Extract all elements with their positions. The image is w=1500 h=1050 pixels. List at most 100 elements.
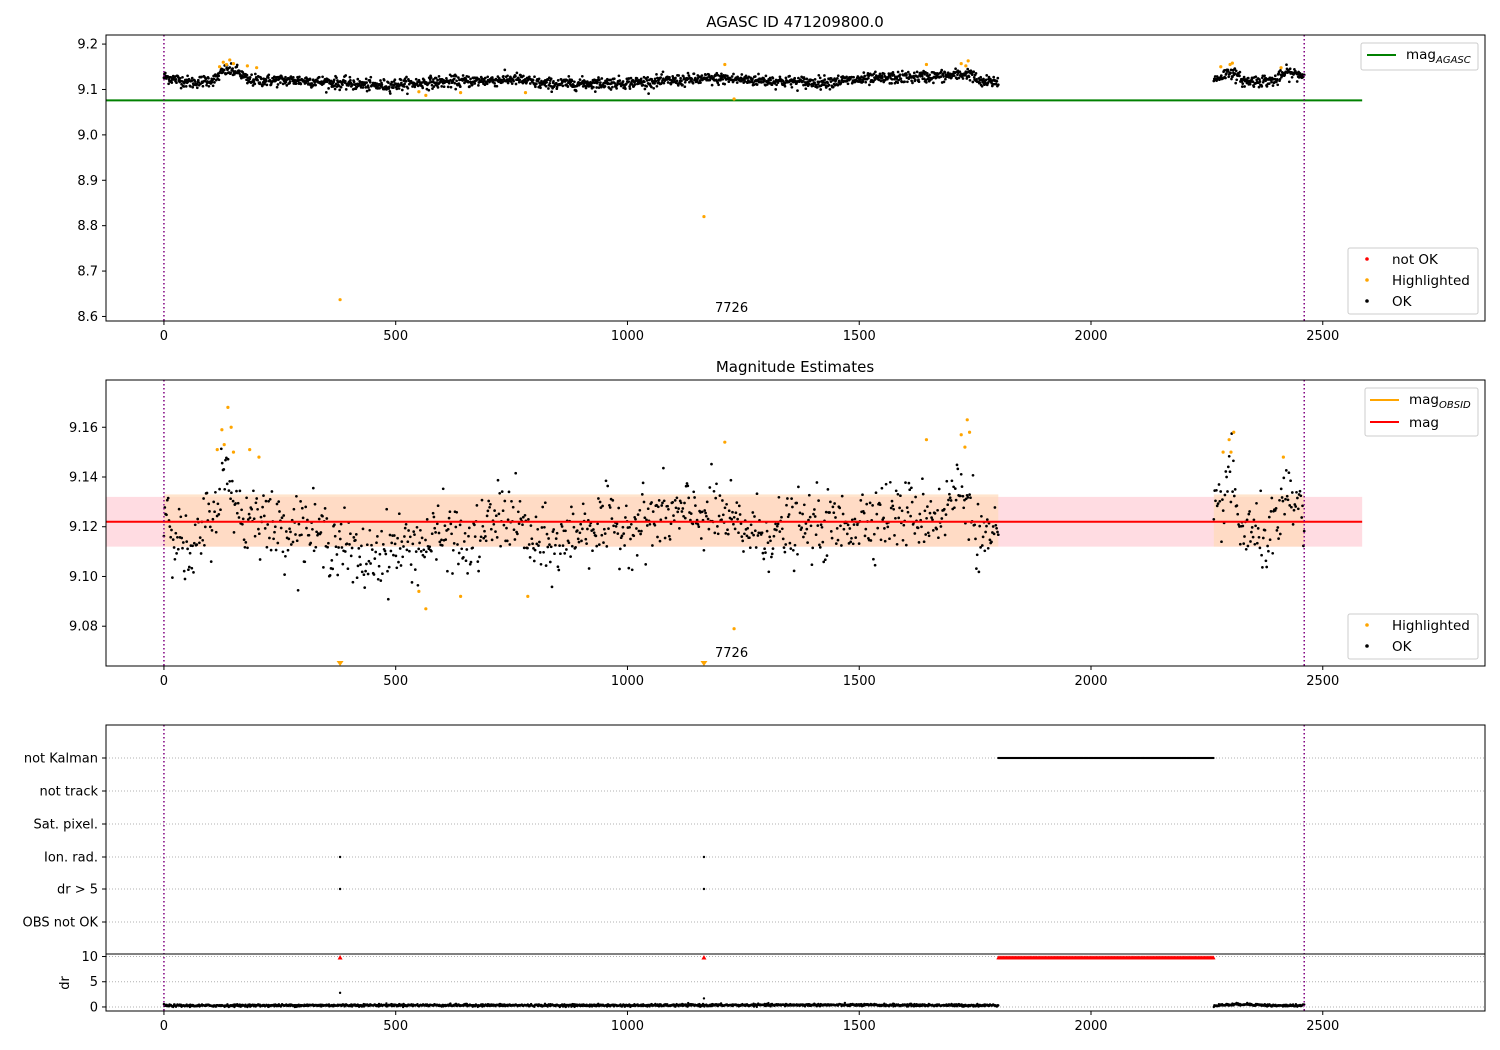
- p2-ok-point: [479, 535, 483, 539]
- p2-ok-point: [541, 505, 545, 509]
- p2-ok-point: [933, 512, 937, 515]
- p1-ok-point: [561, 84, 565, 88]
- p1-ok-point: [275, 85, 279, 89]
- p2-ok-point: [669, 522, 673, 526]
- p2-ok-point: [1214, 499, 1217, 503]
- p1-highlighted-point: [1230, 61, 1234, 65]
- p2-ok-point: [691, 522, 695, 526]
- p2-ok-point: [548, 560, 552, 564]
- p2-ok-point: [530, 537, 534, 541]
- p1-ok-point: [229, 62, 233, 65]
- p2-ok-point: [202, 497, 205, 500]
- p2-ok-point: [169, 535, 173, 539]
- p2-ok-point: [894, 516, 897, 520]
- p1-ok-point: [650, 78, 654, 81]
- p1-ok-point: [181, 75, 184, 79]
- p1-ok-point: [503, 68, 507, 72]
- p1-ok-point: [1271, 84, 1275, 87]
- p2-ok-point: [600, 533, 604, 537]
- p2-ok-point: [770, 555, 773, 559]
- p2-ok-point: [450, 532, 453, 536]
- p2-ok-point: [1238, 542, 1242, 546]
- p2-ok-point: [179, 515, 183, 519]
- p2-ok-point: [297, 522, 301, 526]
- p2-ok-point: [462, 555, 465, 559]
- p2-ok-point: [967, 538, 971, 541]
- p2-ok-point: [991, 525, 995, 528]
- p2-ok-point: [804, 522, 808, 525]
- p2-ok-point: [643, 516, 647, 520]
- p2-ok-point: [584, 537, 588, 541]
- panel2-annotation: 7726: [715, 646, 748, 661]
- p2-ok-point: [880, 486, 884, 490]
- p1-ok-point: [390, 80, 394, 84]
- p2-ok-point: [597, 543, 601, 546]
- p2-ok-point: [368, 528, 372, 532]
- p2-ok-point: [777, 495, 781, 499]
- p1-x-tick-label: 500: [383, 329, 408, 344]
- p2-ok-point: [692, 490, 696, 494]
- p1-ok-point: [925, 71, 929, 75]
- p2-ok-point: [612, 524, 615, 528]
- p2-y-tick-label: 9.12: [69, 520, 98, 535]
- p1-ok-point: [817, 80, 821, 84]
- p2-ok-point: [540, 526, 544, 529]
- p2-ok-point: [667, 507, 670, 511]
- p2-ok-point: [513, 538, 517, 541]
- p2-ok-point: [554, 537, 558, 540]
- p1-ok-point: [1219, 74, 1223, 77]
- p2-ok-point: [732, 515, 736, 519]
- dr-point: [687, 1001, 690, 1005]
- p2-ok-point: [910, 486, 913, 490]
- p1-ok-point: [421, 86, 425, 90]
- p2-ok-point: [809, 524, 813, 528]
- p2-ok-point: [920, 525, 923, 529]
- p2-ok-point: [608, 506, 612, 509]
- p1-ok-point: [338, 88, 342, 92]
- p2-ok-point: [338, 529, 341, 533]
- p1-y-tick-label: 8.7: [77, 265, 98, 280]
- p2-ok-point: [671, 500, 675, 504]
- p2-ok-point: [209, 560, 213, 563]
- p2-ok-point: [171, 576, 174, 579]
- p2-ok-point: [294, 533, 297, 536]
- p1-ok-point: [552, 80, 555, 83]
- p2-ok-point: [195, 543, 199, 546]
- p1-ok-point: [726, 74, 729, 78]
- p2-ok-point: [496, 478, 500, 482]
- p2-ok-point: [704, 511, 707, 515]
- p1-ok-point: [975, 78, 978, 81]
- p1-ok-point: [510, 82, 514, 85]
- p1-ok-point: [298, 75, 301, 79]
- p2-ok-point: [985, 524, 988, 528]
- p2-ok-point: [416, 583, 420, 587]
- p1-ok-point: [633, 83, 637, 86]
- p2-ok-point: [926, 505, 929, 508]
- p2-ok-point: [532, 559, 536, 563]
- p2-ok-point: [705, 500, 709, 504]
- p1-ok-point: [406, 86, 410, 90]
- p1-ok-point: [544, 84, 548, 88]
- p2-ok-point: [235, 489, 238, 493]
- p1-ok-point: [714, 74, 718, 77]
- p2-ok-point: [949, 499, 953, 502]
- p2-ok-point: [383, 549, 387, 553]
- p2-ok-point: [259, 515, 263, 519]
- p2-ok-point: [351, 580, 355, 584]
- p2-ok-point: [683, 501, 686, 505]
- p2-ok-point: [575, 529, 579, 532]
- p2-ok-point: [792, 569, 796, 573]
- p1-ok-point: [437, 75, 441, 78]
- p2-ok-point: [725, 502, 728, 506]
- p1-ok-point: [862, 71, 866, 74]
- p2-ok-point: [640, 493, 644, 496]
- p1-ok-point: [627, 80, 631, 83]
- p2-highlighted-point: [1221, 450, 1225, 454]
- p2-ok-point: [252, 517, 256, 521]
- p2-ok-point: [1265, 565, 1269, 569]
- p1-ok-point: [1295, 80, 1299, 83]
- p2-ok-point: [521, 515, 525, 519]
- p1-y-tick-label: 9.1: [77, 83, 98, 98]
- p1-ok-point: [403, 82, 406, 86]
- p2-highlighted-point: [1281, 455, 1285, 459]
